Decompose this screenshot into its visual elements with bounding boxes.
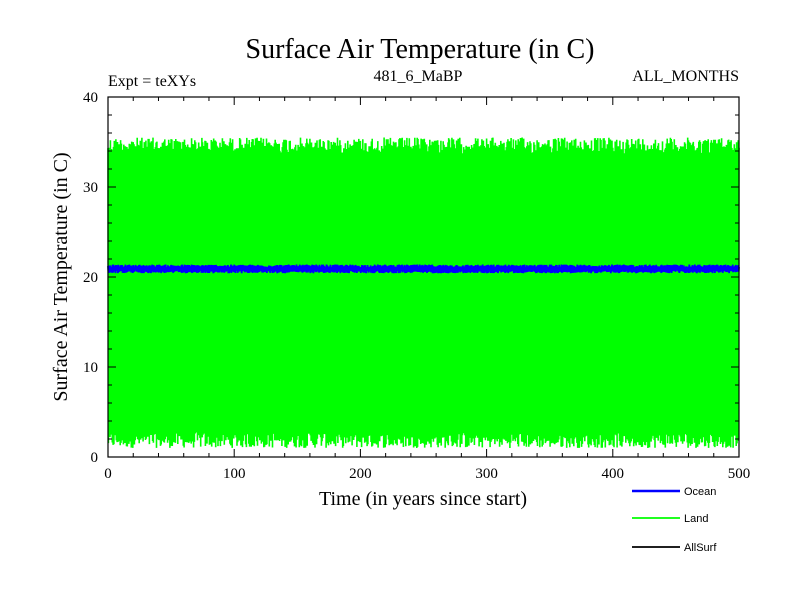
plot-area — [107, 137, 740, 449]
x-tick-label: 100 — [223, 466, 246, 482]
x-tick-label: 0 — [104, 466, 112, 482]
legend-label-land: Land — [684, 513, 708, 525]
axes: 0 100 200 300 400 500 0 10 20 30 40 — [83, 90, 750, 482]
y-tick-label: 0 — [91, 450, 99, 466]
x-tick-label: 200 — [349, 466, 372, 482]
y-tick-label: 30 — [83, 180, 98, 196]
subtitle-right: ALL_MONTHS — [632, 68, 739, 85]
y-tick-label: 10 — [83, 360, 98, 376]
legend-label-ocean: Ocean — [684, 486, 716, 498]
y-tick-label: 20 — [83, 270, 98, 286]
legend-label-allsurf: AllSurf — [684, 542, 717, 554]
subtitle-center: 481_6_MaBP — [374, 68, 463, 85]
x-axis-label: Time (in years since start) — [319, 488, 527, 510]
series-ocean-line — [107, 264, 740, 274]
chart-title: Surface Air Temperature (in C) — [246, 34, 595, 65]
subtitle-left: Expt = teXYs — [108, 73, 196, 90]
legend: Ocean Land AllSurf — [632, 486, 717, 554]
x-tick-label: 400 — [602, 466, 625, 482]
series-land-line — [107, 137, 740, 449]
x-tick-label: 300 — [475, 466, 498, 482]
y-tick-label: 40 — [83, 90, 98, 106]
x-tick-label: 500 — [728, 466, 751, 482]
y-axis-label: Surface Air Temperature (in C) — [50, 152, 72, 401]
